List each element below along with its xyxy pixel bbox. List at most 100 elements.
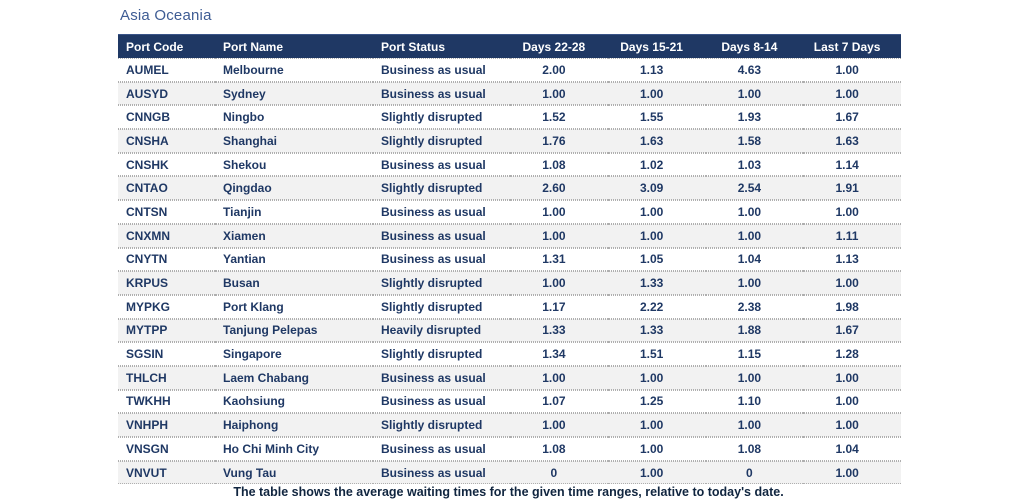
cell-last_7_days: 1.00 xyxy=(803,81,901,106)
cell-days_22_28: 1.00 xyxy=(510,365,608,390)
cell-days_15_21: 1.51 xyxy=(607,342,706,366)
cell-days_22_28: 1.00 xyxy=(510,200,608,224)
table-row: SGSIN Singapore Slightly disrupted 1.34 1.51… xyxy=(118,342,901,366)
cell-port_status: Business as usual xyxy=(373,389,510,414)
cell-port_name: Shanghai xyxy=(215,129,373,153)
cell-port_code: CNSHA xyxy=(118,129,215,153)
cell-days_15_21: 1.00 xyxy=(607,223,706,248)
cell-port_name: Tanjung Pelepas xyxy=(215,318,373,343)
cell-last_7_days: 1.04 xyxy=(803,437,901,461)
table-row: AUSYD Sydney Business as usual 1.00 1.00 1.00… xyxy=(118,81,901,106)
cell-last_7_days: 1.98 xyxy=(803,294,901,319)
table-row: CNSHK Shekou Business as usual 1.08 1.02 1.03… xyxy=(118,152,901,177)
cell-days_15_21: 3.09 xyxy=(607,176,706,201)
table-row: VNVUT Vung Tau Business as usual 0 1.00 0 1.00 xyxy=(118,460,901,485)
cell-last_7_days: 1.13 xyxy=(803,247,901,272)
cell-days_15_21: 1.13 xyxy=(607,58,706,82)
cell-days_15_21: 1.55 xyxy=(607,105,706,130)
cell-days_8_14: 1.58 xyxy=(705,129,804,153)
cell-port_status: Business as usual xyxy=(373,81,510,106)
table-row: THLCH Laem Chabang Business as usual 1.00 1.… xyxy=(118,365,901,390)
cell-port_status: Business as usual xyxy=(373,223,510,248)
cell-last_7_days: 1.67 xyxy=(803,318,901,343)
cell-last_7_days: 1.00 xyxy=(803,200,901,224)
cell-port_name: Yantian xyxy=(215,247,373,272)
table-row: CNSHA Shanghai Slightly disrupted 1.76 1.63 1… xyxy=(118,129,901,153)
table-row: AUMEL Melbourne Business as usual 2.00 1.13 4… xyxy=(118,58,901,82)
cell-port_code: TWKHH xyxy=(118,389,215,414)
cell-days_22_28: 2.60 xyxy=(510,176,608,201)
column-header-days_15_21: Days 15-21 xyxy=(607,34,706,58)
cell-port_code: AUSYD xyxy=(118,81,215,106)
cell-port_code: CNNGB xyxy=(118,105,215,130)
cell-days_22_28: 1.08 xyxy=(510,437,608,461)
cell-port_code: MYPKG xyxy=(118,294,215,319)
cell-days_22_28: 1.52 xyxy=(510,105,608,130)
cell-days_22_28: 1.00 xyxy=(510,271,608,295)
cell-days_8_14: 0 xyxy=(705,460,804,485)
cell-days_22_28: 1.76 xyxy=(510,129,608,153)
table-row: CNTAO Qingdao Slightly disrupted 2.60 3.09 2.… xyxy=(118,176,901,201)
cell-port_status: Business as usual xyxy=(373,58,510,82)
cell-last_7_days: 1.00 xyxy=(803,413,901,437)
cell-last_7_days: 1.00 xyxy=(803,389,901,414)
column-header-port_name: Port Name xyxy=(215,34,373,58)
cell-port_code: AUMEL xyxy=(118,58,215,82)
cell-port_status: Business as usual xyxy=(373,437,510,461)
cell-days_15_21: 1.33 xyxy=(607,271,706,295)
cell-last_7_days: 1.00 xyxy=(803,58,901,82)
cell-last_7_days: 1.11 xyxy=(803,223,901,248)
cell-last_7_days: 1.00 xyxy=(803,460,901,485)
cell-port_name: Ho Chi Minh City xyxy=(215,437,373,461)
cell-port_name: Tianjin xyxy=(215,200,373,224)
cell-port_code: KRPUS xyxy=(118,271,215,295)
cell-days_22_28: 1.08 xyxy=(510,152,608,177)
cell-port_status: Business as usual xyxy=(373,200,510,224)
cell-days_8_14: 1.00 xyxy=(705,413,804,437)
cell-port_status: Slightly disrupted xyxy=(373,129,510,153)
cell-days_22_28: 1.34 xyxy=(510,342,608,366)
cell-days_22_28: 1.00 xyxy=(510,223,608,248)
cell-days_22_28: 0 xyxy=(510,460,608,485)
column-header-days_8_14: Days 8-14 xyxy=(705,34,804,58)
cell-days_8_14: 2.54 xyxy=(705,176,804,201)
cell-days_15_21: 1.33 xyxy=(607,318,706,343)
cell-port_status: Slightly disrupted xyxy=(373,105,510,130)
cell-port_code: CNXMN xyxy=(118,223,215,248)
cell-port_status: Business as usual xyxy=(373,152,510,177)
cell-days_8_14: 2.38 xyxy=(705,294,804,319)
cell-last_7_days: 1.91 xyxy=(803,176,901,201)
cell-port_status: Business as usual xyxy=(373,247,510,272)
cell-days_15_21: 1.00 xyxy=(607,413,706,437)
cell-port_status: Slightly disrupted xyxy=(373,271,510,295)
cell-last_7_days: 1.00 xyxy=(803,271,901,295)
cell-days_22_28: 1.33 xyxy=(510,318,608,343)
cell-days_15_21: 1.00 xyxy=(607,437,706,461)
table-row: CNXMN Xiamen Business as usual 1.00 1.00 1.00… xyxy=(118,223,901,248)
table-body: AUMEL Melbourne Business as usual 2.00 1.13 4… xyxy=(118,58,901,485)
column-header-last_7_days: Last 7 Days xyxy=(803,34,901,58)
cell-last_7_days: 1.14 xyxy=(803,152,901,177)
cell-days_15_21: 2.22 xyxy=(607,294,706,319)
cell-port_code: VNVUT xyxy=(118,460,215,485)
cell-port_name: Xiamen xyxy=(215,223,373,248)
cell-port_name: Singapore xyxy=(215,342,373,366)
table-row: CNTSN Tianjin Business as usual 1.00 1.00 1.0… xyxy=(118,200,901,224)
page-title: Asia Oceania xyxy=(120,7,212,24)
cell-days_22_28: 1.00 xyxy=(510,81,608,106)
cell-port_name: Ningbo xyxy=(215,105,373,130)
cell-last_7_days: 1.67 xyxy=(803,105,901,130)
cell-days_8_14: 1.93 xyxy=(705,105,804,130)
cell-port_name: Sydney xyxy=(215,81,373,106)
cell-days_8_14: 1.15 xyxy=(705,342,804,366)
table-header-row: Port Code Port Name Port Status Days 22-28 D… xyxy=(118,34,901,58)
cell-days_22_28: 1.00 xyxy=(510,413,608,437)
cell-port_status: Slightly disrupted xyxy=(373,294,510,319)
cell-port_status: Business as usual xyxy=(373,365,510,390)
table-row: KRPUS Busan Slightly disrupted 1.00 1.33 1.00… xyxy=(118,271,901,295)
cell-last_7_days: 1.63 xyxy=(803,129,901,153)
cell-days_8_14: 1.04 xyxy=(705,247,804,272)
cell-port_code: CNTSN xyxy=(118,200,215,224)
table-row: CNNGB Ningbo Slightly disrupted 1.52 1.55 1.9… xyxy=(118,105,901,130)
cell-days_22_28: 1.07 xyxy=(510,389,608,414)
